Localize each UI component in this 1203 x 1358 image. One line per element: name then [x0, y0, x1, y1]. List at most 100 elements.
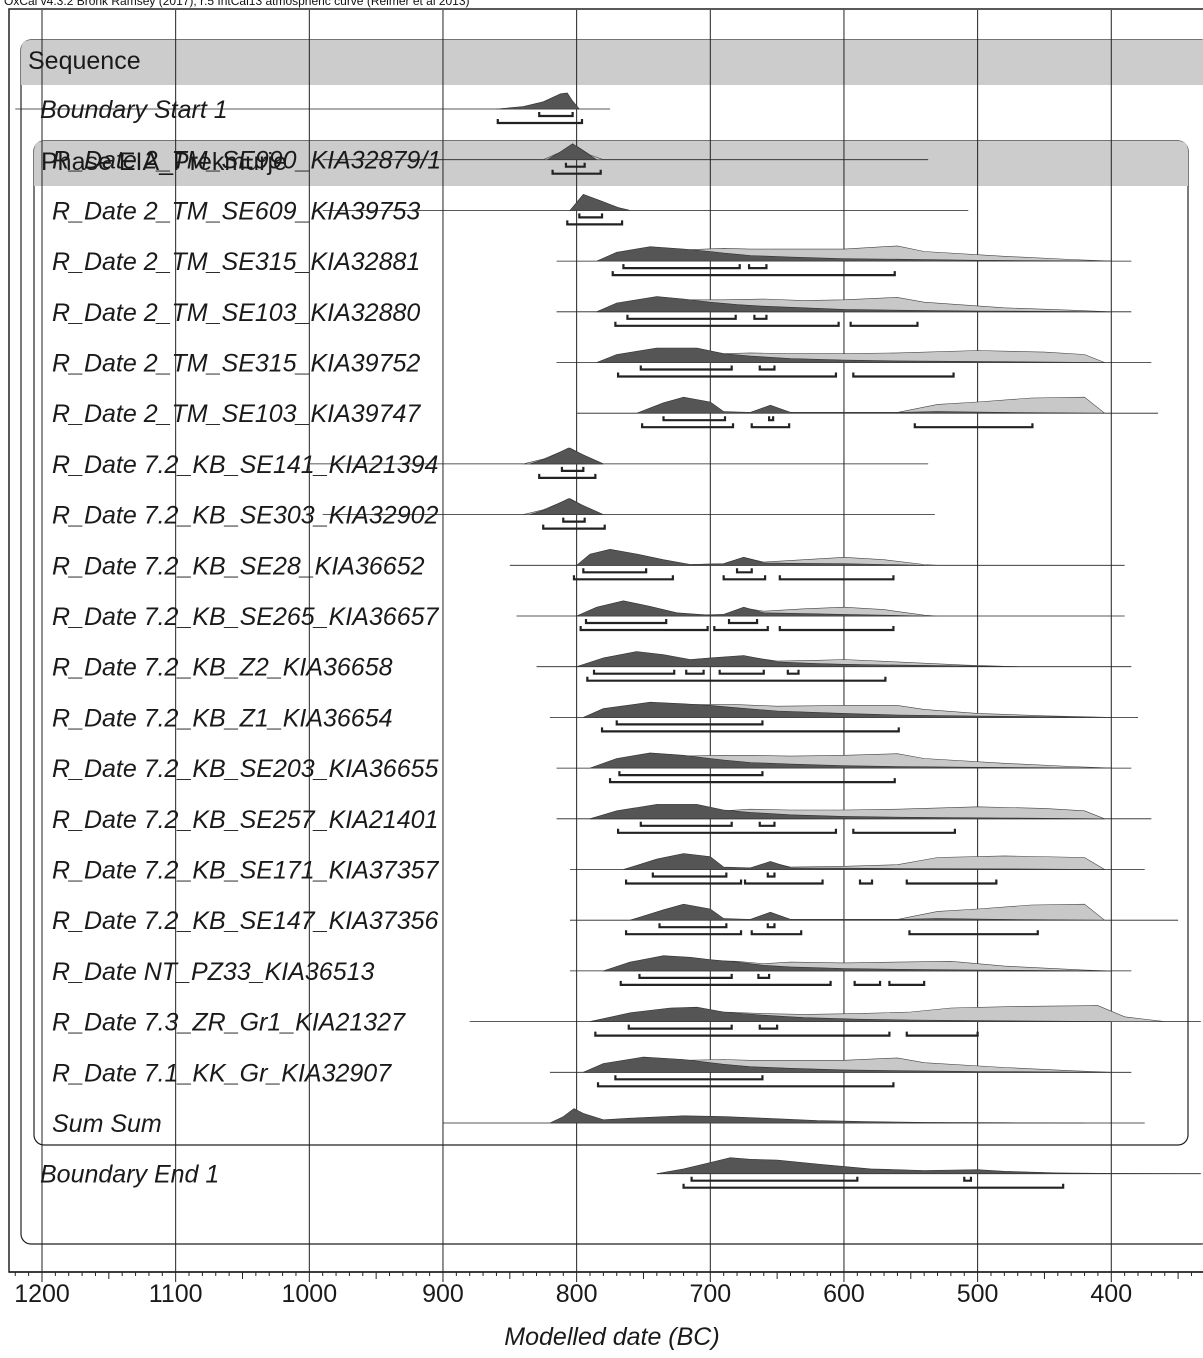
posterior-distribution [583, 701, 1112, 718]
range-95-bracket [538, 473, 597, 479]
distribution-row: Sum Sum [52, 1108, 1145, 1138]
range-95-bracket [608, 778, 896, 784]
row-label: R_Date 7.2_KB_SE303_KIA32902 [52, 502, 438, 530]
posterior-distribution [529, 447, 604, 465]
tick-label: 900 [422, 1280, 464, 1308]
distribution-row: R_Date 7.2_KB_Z2_KIA36658 [52, 651, 1132, 682]
row-label: R_Date 2_TM_SE103_KIA39747 [52, 400, 421, 428]
range-95-bracket [905, 879, 998, 885]
sequence-band [21, 40, 1203, 85]
range-68-bracket [638, 973, 733, 979]
range-95-bracket [616, 828, 838, 834]
distribution-row: R_Date 7.2_KB_SE303_KIA32902 [52, 498, 935, 530]
distribution-row: R_Date 2_TM_SE315_KIA32881 [52, 245, 1132, 277]
distribution-row: R_Date 7.2_KB_SE265_KIA36657 [52, 600, 1125, 632]
distribution-row: R_Date 7.2_KB_SE171_KIA37357 [52, 853, 1145, 885]
posterior-distribution [589, 752, 1112, 769]
range-68-bracket [662, 416, 727, 422]
row-label: R_Date 7.2_KB_SE147_KIA37356 [52, 907, 438, 935]
distribution-row: R_Date 7.1_KK_Gr_KIA32907 [52, 1056, 1132, 1088]
range-68-bracket [753, 314, 768, 320]
range-95-bracket [611, 271, 896, 277]
range-68-bracket [757, 973, 771, 979]
range-68-bracket [578, 213, 604, 219]
range-68-bracket [963, 1176, 973, 1182]
range-68-bracket [690, 1176, 859, 1182]
row-label: R_Date 2_TM_SE990_KIA32879/1 [52, 147, 441, 175]
row-label: R_Date 7.2_KB_SE28_KIA36652 [52, 552, 425, 580]
range-95-bracket [908, 930, 1039, 936]
range-95-bracket [600, 727, 900, 733]
posterior-distribution [656, 1157, 1179, 1174]
row-label: R_Date 2_TM_SE315_KIA32881 [52, 248, 420, 276]
distribution-row: R_Date 7.2_KB_SE141_KIA21394 [52, 447, 929, 479]
row-label: Boundary Start 1 [40, 96, 228, 124]
range-95-bracket [619, 980, 832, 986]
distribution-row: R_Date 2_TM_SE103_KIA39747 [52, 396, 1159, 429]
posterior-distribution [630, 903, 1105, 921]
range-68-bracket [562, 517, 586, 523]
range-95-bracket [572, 575, 674, 581]
range-95-bracket [551, 169, 602, 175]
gridlines [41, 10, 1112, 1272]
posterior-distribution [589, 804, 1105, 820]
posterior-distribution [583, 1056, 1112, 1073]
range-68-bracket [735, 568, 753, 574]
range-95-bracket [624, 930, 743, 936]
posterior-distribution [636, 396, 1105, 414]
posterior-distribution [575, 548, 925, 566]
range-68-bracket [626, 314, 737, 320]
posterior-distribution [596, 296, 1112, 313]
distribution-row: R_Date 7.2_KB_SE28_KIA36652 [52, 548, 1125, 581]
range-95-bracket [496, 119, 584, 125]
range-68-bracket [592, 669, 676, 675]
row-label: R_Date 7.3_ZR_Gr1_KIA21327 [52, 1009, 406, 1037]
row-label: R_Date 7.1_KK_Gr_KIA32907 [52, 1059, 392, 1087]
range-68-bracket [747, 264, 768, 270]
range-95-bracket [586, 676, 887, 682]
range-95-bracket [905, 1031, 979, 1037]
posterior-distribution [529, 498, 604, 515]
range-95-bracket [614, 321, 840, 327]
tick-label: 800 [556, 1280, 598, 1308]
range-68-bracket [685, 669, 705, 675]
range-95-bracket [616, 372, 838, 378]
phase-box [33, 140, 1189, 1146]
range-95-bracket [853, 980, 882, 986]
row-label: R_Date 7.2_KB_SE203_KIA36655 [52, 755, 438, 783]
range-68-bracket [614, 1075, 764, 1081]
range-68-bracket [582, 568, 648, 574]
range-95-bracket [594, 1031, 891, 1037]
range-95-bracket [778, 575, 895, 581]
range-68-bracket [584, 619, 668, 625]
range-68-bracket [651, 872, 728, 878]
x-axis-label: Modelled date (BC) [504, 1323, 719, 1351]
range-95-bracket [913, 423, 1034, 429]
tick-label: 1000 [282, 1280, 338, 1308]
range-95-bracket [778, 626, 895, 632]
range-68-bracket [768, 416, 775, 422]
posterior-distribution [623, 853, 1105, 870]
tick-label: 400 [1090, 1280, 1132, 1308]
range-95-bracket [852, 372, 955, 378]
range-95-bracket [858, 879, 874, 885]
row-label: R_Date NT_PZ33_KIA36513 [52, 958, 375, 986]
range-95-bracket [852, 828, 956, 834]
row-label: R_Date 7.2_KB_SE265_KIA36657 [52, 603, 439, 631]
distribution-row: R_Date 2_TM_SE315_KIA39752 [52, 347, 1152, 378]
row-label: R_Date 7.2_KB_Z2_KIA36658 [52, 654, 393, 682]
row-label: R_Date 2_TM_SE103_KIA32880 [52, 299, 420, 327]
posterior-distribution [596, 246, 1112, 262]
range-68-bracket [538, 112, 574, 118]
range-68-bracket [658, 923, 728, 929]
posterior-distribution [603, 955, 1112, 972]
range-95-bracket [579, 626, 709, 632]
range-68-bracket [758, 821, 776, 827]
range-68-bracket [766, 872, 776, 878]
posterior-distribution [549, 1108, 1085, 1124]
posterior-distribution [596, 347, 1105, 363]
distribution-row: R_Date 7.2_KB_SE203_KIA36655 [52, 752, 1132, 784]
range-68-bracket [627, 1024, 733, 1030]
row-label: R_Date 7.2_KB_Z1_KIA36654 [52, 704, 393, 732]
distribution-row: Boundary Start 1 [15, 92, 611, 125]
